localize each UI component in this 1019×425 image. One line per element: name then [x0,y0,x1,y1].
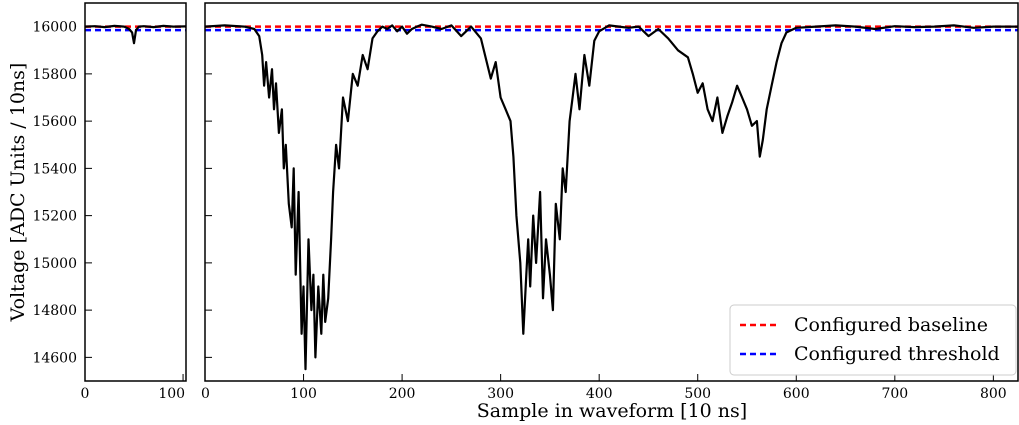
x-tick-label: 400 [586,386,613,402]
y-tick-label: 15400 [32,161,77,177]
x-tick-label: 0 [81,386,90,402]
x-tick-label: 500 [684,386,711,402]
y-axis-label: Voltage [ADC Units / 10ns] [7,63,29,323]
left-panel: 0 100 14600 14800 15000 15200 15400 15600 15800 1… [32,2,187,402]
left-axes-frame [84,2,187,382]
y-tick-label: 15600 [32,114,77,130]
right-plot-area [205,23,1018,371]
y-tick-label: 15200 [32,209,77,225]
left-plot-area [85,24,186,45]
x-tick-label: 600 [783,386,810,402]
x-tick-label: 200 [389,386,416,402]
right-axes-frame [204,2,1019,382]
y-tick-label: 14800 [32,303,77,319]
y-tick-label: 14600 [32,350,77,366]
x-tick-label: 300 [487,386,514,402]
x-tick-label: 800 [980,386,1007,402]
y-tick-label: 15000 [32,256,77,272]
x-tick-label: 0 [201,386,210,402]
x-tick-label: 100 [158,386,185,402]
x-tick-label: 700 [881,386,908,402]
y-tick-label: 16000 [32,20,77,36]
legend-baseline-label: Configured baseline [794,314,988,336]
legend-box [729,304,1017,376]
x-tick-label: 100 [290,386,317,402]
legend-threshold-label: Configured threshold [794,343,1000,365]
waveform-line [85,24,186,45]
waveform-line [205,23,1018,371]
y-tick-label: 15800 [32,67,77,83]
x-axis-label: Sample in waveform [10 ns] [477,400,747,422]
right-panel: 0 100 200 300 400 500 600 700 800 [201,2,1019,402]
legend: Configured baseline Configured threshold [729,304,1017,376]
